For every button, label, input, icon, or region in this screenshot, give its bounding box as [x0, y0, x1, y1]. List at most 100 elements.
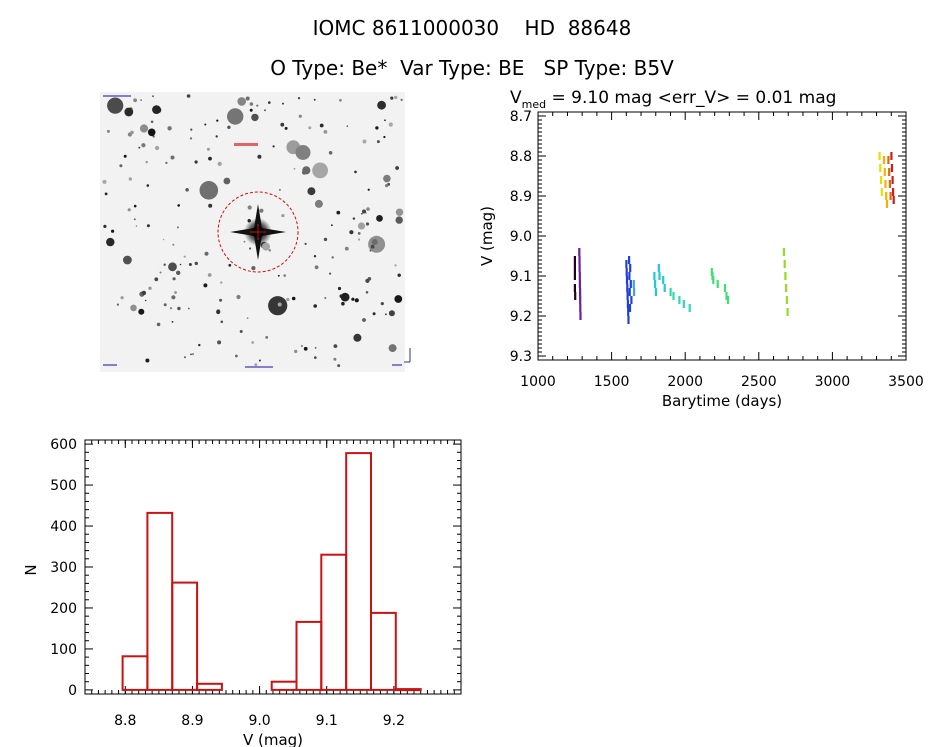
- field-star: [264, 109, 266, 112]
- lc-point: [889, 192, 892, 200]
- light-curve-ylabel: V (mag): [478, 206, 496, 266]
- field-star: [144, 299, 147, 302]
- field-star: [282, 102, 284, 105]
- field-star: [357, 238, 361, 241]
- hist-ytick-label: 400: [50, 519, 77, 535]
- field-star: [337, 286, 342, 291]
- field-star: [313, 98, 316, 101]
- lc-point: [573, 256, 576, 264]
- lc-xtick-label: 3000: [815, 374, 851, 390]
- light-curve-frame: [537, 111, 907, 361]
- field-star: [349, 230, 354, 235]
- lc-point: [882, 156, 886, 164]
- field-star: [236, 294, 241, 300]
- field-star: [227, 108, 244, 125]
- hist-xtick-label: 9.1: [316, 713, 338, 729]
- lc-point: [633, 288, 636, 296]
- lc-point: [669, 288, 672, 296]
- lc-point: [786, 308, 789, 316]
- field-star: [354, 298, 359, 303]
- field-star: [388, 310, 395, 317]
- lc-point: [678, 296, 681, 304]
- lc-point: [628, 304, 632, 312]
- field-star: [295, 145, 311, 160]
- lc-point: [627, 316, 630, 324]
- star-field-image: [100, 92, 411, 372]
- main-title: IOMC 8611000030 HD 88648: [312, 16, 632, 40]
- field-star: [169, 307, 173, 310]
- field-star: [279, 189, 281, 191]
- field-star: [256, 104, 259, 107]
- field-star: [339, 98, 342, 102]
- lc-point: [628, 288, 631, 296]
- lc-point: [785, 296, 788, 304]
- field-star: [249, 247, 252, 250]
- lc-point: [654, 288, 657, 296]
- field-star: [150, 120, 154, 124]
- field-star: [397, 273, 401, 277]
- field-star: [147, 128, 156, 137]
- field-star: [339, 294, 343, 298]
- field-star: [395, 216, 403, 224]
- lc-point: [726, 296, 730, 304]
- lc-point: [626, 300, 629, 308]
- field-star: [357, 222, 366, 230]
- field-star: [148, 286, 152, 290]
- lc-point: [688, 304, 691, 312]
- lc-point: [578, 280, 581, 288]
- field-star: [390, 96, 394, 100]
- hist-ytick-label: 100: [50, 642, 77, 658]
- field-star: [141, 290, 147, 296]
- lc-point: [784, 272, 787, 280]
- field-star: [139, 124, 149, 133]
- field-star: [152, 95, 154, 98]
- field-star: [383, 135, 386, 139]
- lc-point: [885, 192, 888, 200]
- field-star: [254, 363, 258, 367]
- field-star: [268, 296, 288, 316]
- target-star: [217, 191, 299, 273]
- field-star: [319, 123, 324, 128]
- field-star: [179, 263, 182, 266]
- hist-xtick-label: 8.9: [181, 713, 203, 729]
- field-star: [111, 229, 115, 233]
- field-star: [103, 224, 107, 228]
- field-star: [163, 303, 167, 307]
- lc-xtick-label: 2500: [741, 374, 777, 390]
- field-star: [172, 277, 176, 281]
- light-curve-points: [573, 152, 895, 324]
- histogram-chart: 8.8 8.9 9.0 9.1 9.2 0 100 200 300 400 500 600 V (ma…: [22, 437, 462, 747]
- field-star: [192, 353, 194, 356]
- field-star: [186, 94, 191, 98]
- field-star: [194, 261, 198, 266]
- lc-point: [716, 280, 719, 288]
- field-star: [369, 249, 372, 252]
- field-star: [170, 155, 175, 160]
- field-star: [394, 295, 403, 303]
- field-star: [352, 217, 356, 220]
- lc-point: [887, 156, 890, 164]
- field-star: [185, 188, 189, 192]
- field-star: [302, 166, 311, 175]
- field-star: [187, 307, 190, 310]
- field-star: [384, 119, 386, 122]
- field-star: [216, 309, 221, 315]
- lc-point: [574, 292, 577, 300]
- field-star: [376, 215, 383, 222]
- field-star: [293, 168, 296, 170]
- field-star: [141, 143, 146, 148]
- lc-point: [628, 272, 631, 280]
- field-star: [314, 356, 317, 359]
- field-star: [174, 291, 177, 294]
- lc-point: [573, 272, 576, 280]
- field-star: [215, 135, 218, 138]
- lc-ytick-label: 8.9: [510, 189, 532, 205]
- lc-point: [625, 260, 628, 268]
- lc-point: [723, 284, 727, 292]
- lc-point: [625, 268, 628, 276]
- field-star: [362, 139, 367, 144]
- light-curve-chart: Vmed = 9.10 mag <err_V> = 0.01 mag 1000 1…: [478, 88, 924, 410]
- lc-point: [579, 304, 582, 312]
- field-star: [307, 187, 316, 196]
- field-star: [172, 243, 175, 246]
